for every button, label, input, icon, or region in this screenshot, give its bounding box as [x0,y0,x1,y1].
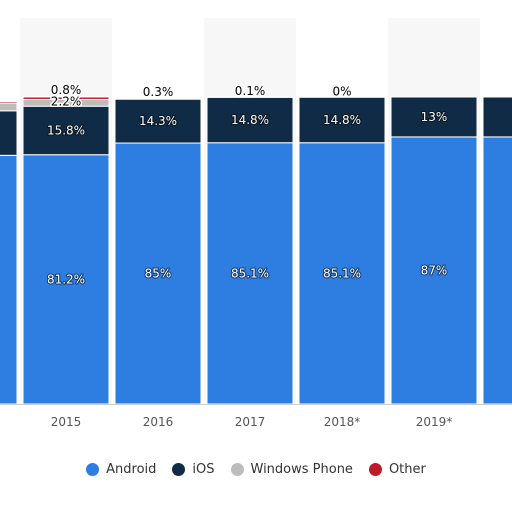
data-label-other-2015: 0.8% [51,83,82,97]
data-label-ios-2018: 14.8% [323,113,361,127]
x-tick-label-2018: 2018* [324,415,361,429]
data-label-ios-2017: 14.8% [231,113,269,127]
data-label-windows-phone-2017: 0.1% [235,84,266,98]
data-label-ios-2015: 15.8% [47,123,85,137]
x-tick-label-2017: 2017 [235,415,266,429]
data-label-android-2015: 81.2% [47,272,85,286]
legend-label-android: Android [106,462,156,477]
bar-windows-phone-2014 [0,103,17,111]
data-label-windows-phone-2016: 0.3% [143,85,174,99]
legend-swatch-other [369,463,382,476]
x-tick-label-2015: 2015 [51,415,82,429]
data-label-ios-2016: 14.3% [139,114,177,128]
data-label-android-2017: 85.1% [231,266,269,280]
legend-label-other: Other [389,462,426,477]
data-label-android-2016: 85% [145,267,172,281]
bar-other-2014 [0,102,17,104]
x-tick-label-2019: 2019* [416,415,453,429]
legend-swatch-windows-phone [231,463,244,476]
bar-ios-2020 [483,97,512,137]
bar-android-2014 [0,155,17,404]
legend-swatch-ios [172,463,185,476]
bar-android-2020 [483,137,512,404]
legend-item-android[interactable]: Android [86,462,156,477]
legend-label-windows-phone: Windows Phone [251,462,353,477]
x-tick-label-2016: 2016 [143,415,174,429]
legend: Android iOS Windows Phone Other [0,458,512,480]
legend-item-other[interactable]: Other [369,462,426,477]
data-label-android-2019: 87% [421,263,448,277]
data-label-android-2018: 85.1% [323,266,361,280]
data-label-windows-phone-2018: 0% [332,84,351,98]
legend-item-ios[interactable]: iOS [172,462,214,477]
bar-ios-2014 [0,111,17,156]
legend-swatch-android [86,463,99,476]
data-label-ios-2019: 13% [421,110,448,124]
legend-label-ios: iOS [192,462,214,477]
legend-item-windows-phone[interactable]: Windows Phone [231,462,353,477]
